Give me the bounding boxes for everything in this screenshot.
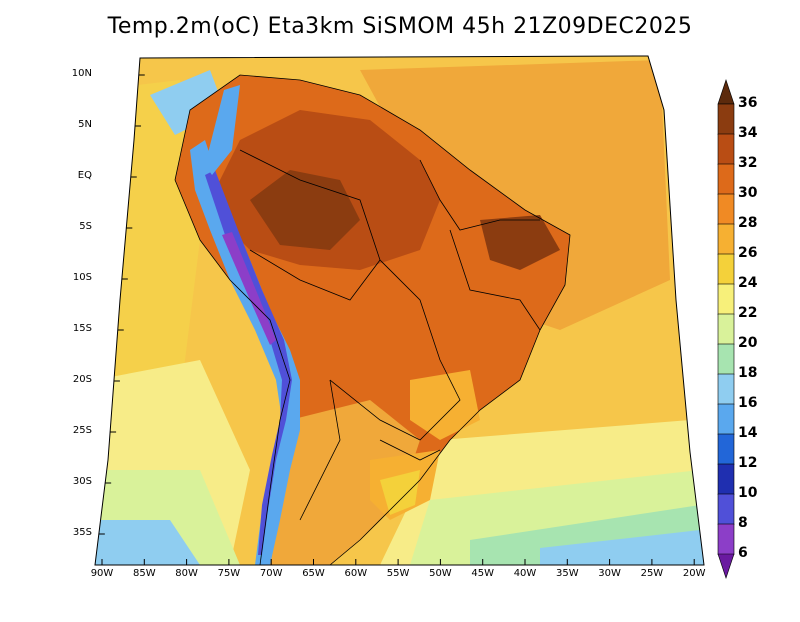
colorbar-label: 6: [738, 545, 748, 561]
atlantic-warm-zone: [360, 60, 670, 330]
bahia-border: [449, 229, 541, 331]
colorbar-label: 22: [738, 305, 758, 321]
colorbar-segment: [717, 493, 735, 525]
colorbar-segment: [717, 403, 735, 435]
longitude-label: 65W: [302, 568, 325, 579]
colorbar-segment: [717, 163, 735, 195]
colorbar-segment: [717, 463, 735, 495]
colorbar-segment: [717, 283, 735, 315]
colombia-andes-strip: [205, 85, 240, 175]
longitude-label: 20W: [682, 568, 706, 579]
map-title: Temp.2m(oC) Eta3km SiSMOM 45h 21Z09DEC20…: [107, 14, 693, 39]
latitude-label: 20S: [72, 374, 92, 385]
longitude-label: 40W: [513, 568, 537, 579]
longitude-label: 80W: [175, 568, 198, 579]
rio-grande-zone: [380, 470, 420, 515]
longitude-label: 35W: [555, 568, 579, 579]
colorbar-segment: [717, 223, 735, 255]
longitude-label: 85W: [132, 568, 156, 579]
longitude-label: 55W: [386, 568, 410, 579]
colorbar-segment: [717, 343, 735, 375]
colorbar-segment: [717, 373, 735, 405]
latitude-label: 10N: [71, 68, 92, 79]
colorbar-label: 18: [738, 365, 758, 381]
colorbar-segment: [717, 523, 735, 555]
colorbar-segment: [717, 103, 735, 135]
colorbar-label: 20: [738, 335, 758, 351]
colorbar-label: 10: [738, 485, 758, 501]
latitude-ticks: [98, 74, 145, 535]
colorbar-label: 14: [738, 425, 758, 441]
longitude-label: 25W: [640, 568, 664, 579]
amazon-hottest-zone: [250, 170, 360, 250]
longitude-label: 50W: [429, 568, 452, 579]
latitude-label: 10S: [72, 272, 92, 283]
colorbar-segment: [717, 553, 735, 579]
northeast-hot-zone: [480, 215, 560, 270]
south-brazil-border: [379, 439, 441, 461]
colorbar-label: 34: [738, 125, 758, 141]
colorbar-label: 26: [738, 245, 758, 261]
colorbar-label: 12: [738, 455, 758, 471]
northeast-border: [419, 159, 540, 231]
colorbar-label: 24: [738, 275, 758, 291]
latitude-label: EQ: [77, 170, 92, 181]
longitude-ticks: [101, 559, 695, 565]
latitude-label: 5N: [78, 119, 92, 130]
longitude-label: 75W: [217, 568, 241, 579]
longitude-label: 70W: [259, 568, 283, 579]
colorbar-segment: [717, 193, 735, 225]
colorbar-label: 8: [738, 515, 748, 531]
longitude-label: 30W: [598, 568, 621, 579]
brazil-center-border: [329, 259, 461, 441]
southeast-highlands-zone: [410, 370, 480, 440]
argentina-border: [299, 379, 341, 521]
pacific-coastline: [174, 179, 291, 566]
colorbar: [717, 79, 735, 579]
colorbar-label: 36: [738, 95, 758, 111]
colorbar-segment: [717, 253, 735, 285]
latitude-label: 30S: [72, 476, 92, 487]
colorbar-segment: [717, 313, 735, 345]
colorbar-segment: [717, 79, 735, 105]
south-atlantic-coldest-zone: [540, 530, 704, 565]
political-boundaries: [174, 74, 571, 566]
colorbar-label: 28: [738, 215, 758, 231]
longitude-label: 45W: [471, 568, 494, 579]
latitude-label: 35S: [72, 527, 92, 538]
colorbar-label: 32: [738, 155, 758, 171]
colorbar-segment: [717, 433, 735, 465]
latitude-label: 15S: [72, 323, 92, 334]
temperature-field: [95, 56, 704, 565]
colorbar-label: 30: [738, 185, 758, 201]
pacific-cold-zone: [95, 520, 200, 565]
andes-coldest-patch: [222, 232, 276, 345]
atlantic-coastline: [174, 74, 571, 566]
longitude-label: 60W: [344, 568, 368, 579]
colorbar-segment: [717, 133, 735, 165]
colorbar-label: 16: [738, 395, 758, 411]
latitude-label: 5S: [79, 221, 92, 232]
latitude-label: 25S: [72, 425, 92, 436]
longitude-label: 90W: [90, 568, 114, 579]
